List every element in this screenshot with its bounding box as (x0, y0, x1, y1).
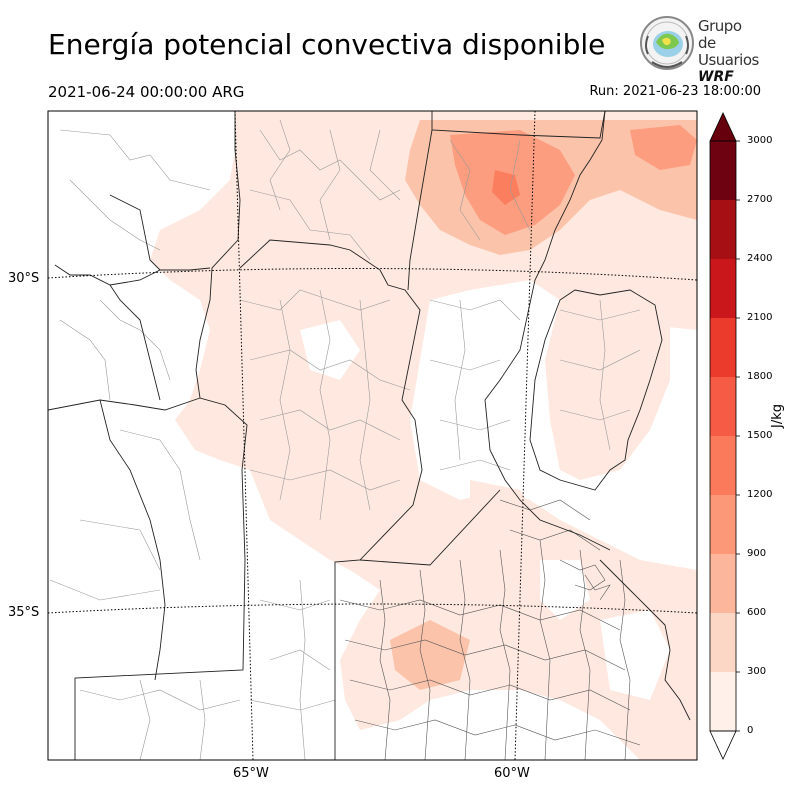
colorbar-tick: 900 (747, 548, 767, 559)
logo-line-2: Usuarios (698, 51, 759, 69)
run-time: Run: 2021-06-23 18:00:00 (589, 84, 761, 99)
colorbar-tick: 1500 (747, 430, 773, 441)
colorbar (709, 112, 740, 760)
province-borders (48, 111, 691, 760)
buenos-aires-partidos (339, 499, 641, 760)
lat-label-30s: 30°S (8, 271, 40, 286)
cape-holes (250, 310, 670, 700)
colorbar-tick: 2400 (747, 253, 773, 264)
logo-line-3: WRF (698, 69, 734, 85)
colorbar-tick: 0 (747, 725, 754, 736)
page-title: Energía potencial convectiva disponible (48, 28, 606, 61)
colorbar-tick: 1200 (747, 489, 773, 500)
lon-label-60w: 60°W (494, 766, 530, 781)
colorbar-tick: 1800 (747, 371, 773, 382)
logo-globe-icon (640, 16, 694, 70)
lon-label-65w: 65°W (233, 766, 269, 781)
graticule (48, 111, 697, 760)
valid-time: 2021-06-24 00:00:00 ARG (48, 83, 245, 101)
colorbar-tick: 2100 (747, 312, 773, 323)
colorbar-tick: 2700 (747, 194, 773, 205)
colorbar-tick: 3000 (747, 135, 773, 146)
colorbar-unit: J/kg (770, 404, 785, 428)
colorbar-tick: 600 (747, 607, 767, 618)
map-frame (47, 110, 698, 761)
county-borders (49, 119, 641, 760)
logo-line-1: Grupo de (698, 17, 742, 52)
wrf-logo: Grupo de Usuarios WRF (638, 14, 763, 85)
map-area (48, 111, 697, 760)
lat-label-35s: 35°S (8, 605, 40, 620)
colorbar-tick: 300 (747, 666, 767, 677)
